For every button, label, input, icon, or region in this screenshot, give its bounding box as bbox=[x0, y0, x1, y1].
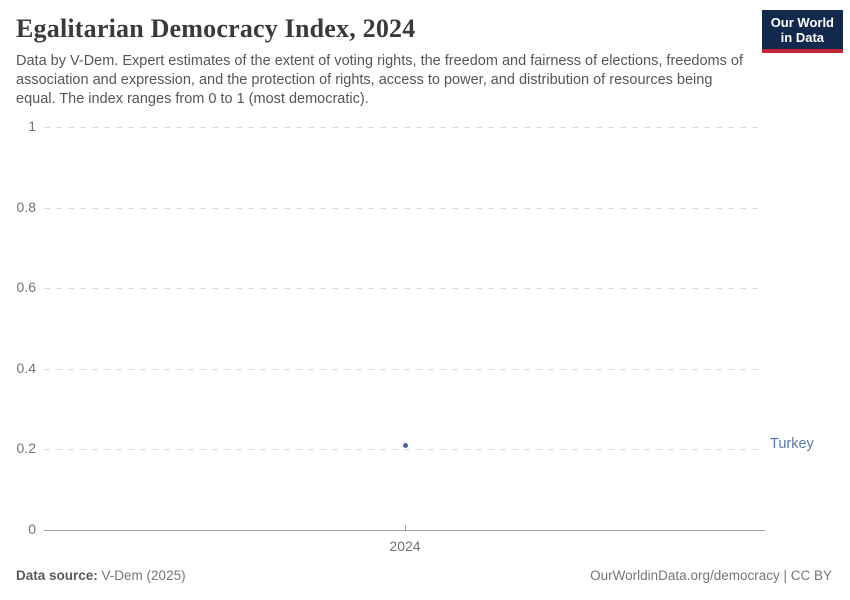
owid-logo[interactable]: Our World in Data bbox=[761, 10, 843, 53]
data-source: Data source: V-Dem (2025) bbox=[16, 568, 186, 583]
x-tick bbox=[405, 525, 406, 530]
owid-logo-line2: in Data bbox=[780, 30, 825, 45]
y-gridline bbox=[44, 368, 765, 370]
y-gridline bbox=[44, 207, 765, 209]
y-tick-label: 0.4 bbox=[16, 359, 36, 376]
y-tick-label: 0 bbox=[28, 521, 36, 537]
y-tick-label: 1 bbox=[28, 118, 36, 134]
y-tick-label: 0.2 bbox=[16, 440, 36, 457]
owid-logo-line1: Our World bbox=[770, 15, 834, 30]
credit-link[interactable]: OurWorldinData.org/democracy | CC BY bbox=[590, 568, 832, 583]
chart-subtitle: Data by V-Dem. Expert estimates of the e… bbox=[16, 53, 743, 107]
y-tick-label: 0.6 bbox=[16, 279, 36, 296]
y-gridline bbox=[44, 449, 765, 451]
entity-label-turkey[interactable]: Turkey bbox=[770, 436, 814, 453]
x-tick-label: 2024 bbox=[389, 538, 421, 554]
data-source-value: V-Dem (2025) bbox=[101, 568, 186, 583]
chart-footer: Data source: V-Dem (2025) OurWorldinData… bbox=[16, 568, 832, 583]
x-axis-line bbox=[44, 530, 765, 531]
data-source-label: Data source: bbox=[16, 568, 98, 583]
y-tick-label: 0.8 bbox=[16, 198, 36, 215]
chart-title: Egalitarian Democracy Index, 2024 bbox=[16, 14, 416, 43]
y-gridline bbox=[44, 127, 765, 128]
y-gridline bbox=[44, 288, 765, 290]
data-point-turkey[interactable] bbox=[402, 442, 408, 448]
